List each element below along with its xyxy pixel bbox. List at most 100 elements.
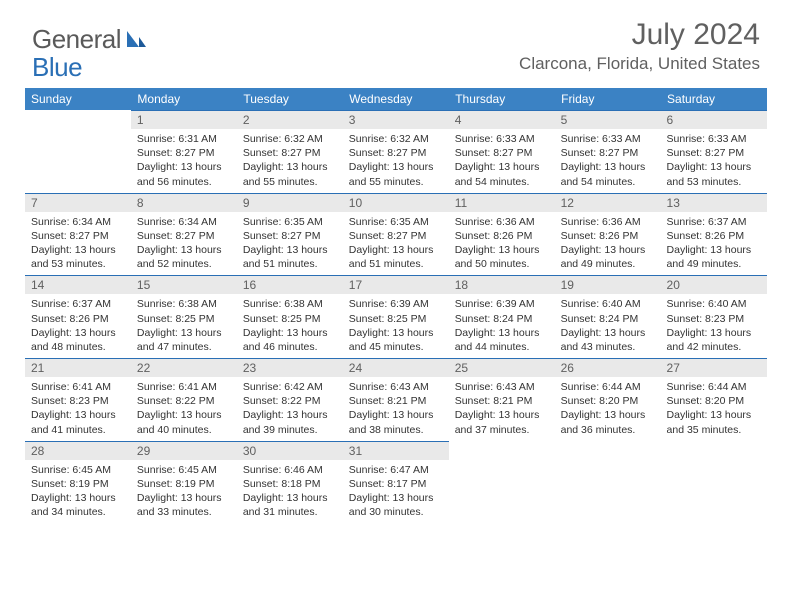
day-number: 13	[661, 193, 767, 212]
day-content: Sunrise: 6:44 AMSunset: 8:20 PMDaylight:…	[661, 377, 767, 441]
calendar-day-cell: 26Sunrise: 6:44 AMSunset: 8:20 PMDayligh…	[555, 358, 661, 441]
day-number: 31	[343, 441, 449, 460]
daylight-line: Daylight: 13 hours and 31 minutes.	[243, 492, 328, 518]
calendar-day-cell: 27Sunrise: 6:44 AMSunset: 8:20 PMDayligh…	[661, 358, 767, 441]
day-content: Sunrise: 6:33 AMSunset: 8:27 PMDaylight:…	[661, 129, 767, 193]
sunset-line: Sunset: 8:21 PM	[349, 395, 427, 407]
daylight-line: Daylight: 13 hours and 53 minutes.	[31, 244, 116, 270]
sunrise-line: Sunrise: 6:38 AM	[137, 298, 217, 310]
calendar-day-cell: 24Sunrise: 6:43 AMSunset: 8:21 PMDayligh…	[343, 358, 449, 441]
sunset-line: Sunset: 8:26 PM	[667, 230, 745, 242]
day-content	[449, 460, 555, 467]
calendar-week-row: 28Sunrise: 6:45 AMSunset: 8:19 PMDayligh…	[25, 441, 767, 524]
calendar-day-cell: 3Sunrise: 6:32 AMSunset: 8:27 PMDaylight…	[343, 110, 449, 193]
daylight-line: Daylight: 13 hours and 41 minutes.	[31, 409, 116, 435]
day-number: 5	[555, 110, 661, 129]
day-number: 2	[237, 110, 343, 129]
sunset-line: Sunset: 8:26 PM	[561, 230, 639, 242]
sunset-line: Sunset: 8:26 PM	[31, 313, 109, 325]
sunrise-line: Sunrise: 6:33 AM	[667, 133, 747, 145]
day-content: Sunrise: 6:45 AMSunset: 8:19 PMDaylight:…	[131, 460, 237, 524]
sunrise-line: Sunrise: 6:47 AM	[349, 464, 429, 476]
header: General July 2024 Clarcona, Florida, Uni…	[0, 0, 792, 78]
brand-blue-wrap: Blue	[32, 52, 82, 83]
sunrise-line: Sunrise: 6:36 AM	[561, 216, 641, 228]
calendar-day-cell: 12Sunrise: 6:36 AMSunset: 8:26 PMDayligh…	[555, 193, 661, 276]
location-subtitle: Clarcona, Florida, United States	[519, 54, 760, 74]
day-number: 29	[131, 441, 237, 460]
calendar-week-row: 21Sunrise: 6:41 AMSunset: 8:23 PMDayligh…	[25, 358, 767, 441]
calendar-day-cell: 16Sunrise: 6:38 AMSunset: 8:25 PMDayligh…	[237, 275, 343, 358]
sunrise-line: Sunrise: 6:45 AM	[31, 464, 111, 476]
calendar-day-cell: 17Sunrise: 6:39 AMSunset: 8:25 PMDayligh…	[343, 275, 449, 358]
daylight-line: Daylight: 13 hours and 47 minutes.	[137, 327, 222, 353]
daylight-line: Daylight: 13 hours and 37 minutes.	[455, 409, 540, 435]
calendar-day-cell: 7Sunrise: 6:34 AMSunset: 8:27 PMDaylight…	[25, 193, 131, 276]
daylight-line: Daylight: 13 hours and 52 minutes.	[137, 244, 222, 270]
sunrise-line: Sunrise: 6:33 AM	[455, 133, 535, 145]
sunrise-line: Sunrise: 6:35 AM	[243, 216, 323, 228]
day-number: 3	[343, 110, 449, 129]
daylight-line: Daylight: 13 hours and 33 minutes.	[137, 492, 222, 518]
calendar-day-cell	[555, 441, 661, 524]
daylight-line: Daylight: 13 hours and 30 minutes.	[349, 492, 434, 518]
day-number: 30	[237, 441, 343, 460]
calendar-day-cell: 18Sunrise: 6:39 AMSunset: 8:24 PMDayligh…	[449, 275, 555, 358]
sunset-line: Sunset: 8:27 PM	[243, 230, 321, 242]
weekday-header: Saturday	[661, 88, 767, 110]
calendar-day-cell: 21Sunrise: 6:41 AMSunset: 8:23 PMDayligh…	[25, 358, 131, 441]
sunrise-line: Sunrise: 6:35 AM	[349, 216, 429, 228]
sunrise-line: Sunrise: 6:44 AM	[561, 381, 641, 393]
weekday-header: Monday	[131, 88, 237, 110]
daylight-line: Daylight: 13 hours and 43 minutes.	[561, 327, 646, 353]
sunset-line: Sunset: 8:22 PM	[137, 395, 215, 407]
calendar-header-row: SundayMondayTuesdayWednesdayThursdayFrid…	[25, 88, 767, 110]
calendar-day-cell: 29Sunrise: 6:45 AMSunset: 8:19 PMDayligh…	[131, 441, 237, 524]
sunset-line: Sunset: 8:23 PM	[667, 313, 745, 325]
daylight-line: Daylight: 13 hours and 38 minutes.	[349, 409, 434, 435]
weekday-header: Sunday	[25, 88, 131, 110]
sunset-line: Sunset: 8:20 PM	[667, 395, 745, 407]
day-content: Sunrise: 6:34 AM Sunset: 8:27 PM Daylight:…	[131, 212, 237, 276]
sunrise-line: Sunrise: 6:34 AM	[31, 216, 111, 228]
sunrise-line: Sunrise: 6:32 AM	[349, 133, 429, 145]
day-number: 17	[343, 275, 449, 294]
calendar-day-cell: 19Sunrise: 6:40 AMSunset: 8:24 PMDayligh…	[555, 275, 661, 358]
sunset-line: Sunset: 8:27 PM	[31, 230, 109, 242]
day-content: Sunrise: 6:36 AMSunset: 8:26 PMDaylight:…	[449, 212, 555, 276]
calendar-week-row: 1Sunrise: 6:31 AMSunset: 8:27 PMDaylight…	[25, 110, 767, 193]
day-number: 16	[237, 275, 343, 294]
sunset-line: Sunset: 8:27 PM	[137, 230, 215, 242]
daylight-line: Daylight: 13 hours and 44 minutes.	[455, 327, 540, 353]
calendar-day-cell	[661, 441, 767, 524]
brand-general: General	[32, 24, 121, 55]
calendar-week-row: 14Sunrise: 6:37 AMSunset: 8:26 PMDayligh…	[25, 275, 767, 358]
day-number: 9	[237, 193, 343, 212]
day-number: 4	[449, 110, 555, 129]
calendar-week-row: 7Sunrise: 6:34 AMSunset: 8:27 PMDaylight…	[25, 193, 767, 276]
day-number: 28	[25, 441, 131, 460]
sunrise-line: Sunrise: 6:34 AM	[137, 216, 217, 228]
day-number: 1	[131, 110, 237, 129]
calendar-day-cell: 28Sunrise: 6:45 AMSunset: 8:19 PMDayligh…	[25, 441, 131, 524]
day-content: Sunrise: 6:38 AMSunset: 8:25 PMDaylight:…	[131, 294, 237, 358]
calendar-body: 1Sunrise: 6:31 AMSunset: 8:27 PMDaylight…	[25, 110, 767, 523]
sunrise-line: Sunrise: 6:37 AM	[31, 298, 111, 310]
sunrise-line: Sunrise: 6:39 AM	[349, 298, 429, 310]
brand-sail-icon	[125, 29, 147, 54]
calendar-day-cell: 1Sunrise: 6:31 AMSunset: 8:27 PMDaylight…	[131, 110, 237, 193]
title-block: July 2024 Clarcona, Florida, United Stat…	[519, 18, 760, 74]
sunset-line: Sunset: 8:27 PM	[561, 147, 639, 159]
calendar-day-cell	[25, 110, 131, 193]
sunset-line: Sunset: 8:27 PM	[349, 147, 427, 159]
day-number: 6	[661, 110, 767, 129]
day-content: Sunrise: 6:39 AMSunset: 8:24 PMDaylight:…	[449, 294, 555, 358]
day-number: 18	[449, 275, 555, 294]
calendar-day-cell: 9Sunrise: 6:35 AMSunset: 8:27 PMDaylight…	[237, 193, 343, 276]
day-content: Sunrise: 6:31 AMSunset: 8:27 PMDaylight:…	[131, 129, 237, 193]
sunrise-line: Sunrise: 6:45 AM	[137, 464, 217, 476]
day-number: 10	[343, 193, 449, 212]
calendar-day-cell: 11Sunrise: 6:36 AMSunset: 8:26 PMDayligh…	[449, 193, 555, 276]
day-number: 19	[555, 275, 661, 294]
calendar-day-cell: 13Sunrise: 6:37 AMSunset: 8:26 PMDayligh…	[661, 193, 767, 276]
